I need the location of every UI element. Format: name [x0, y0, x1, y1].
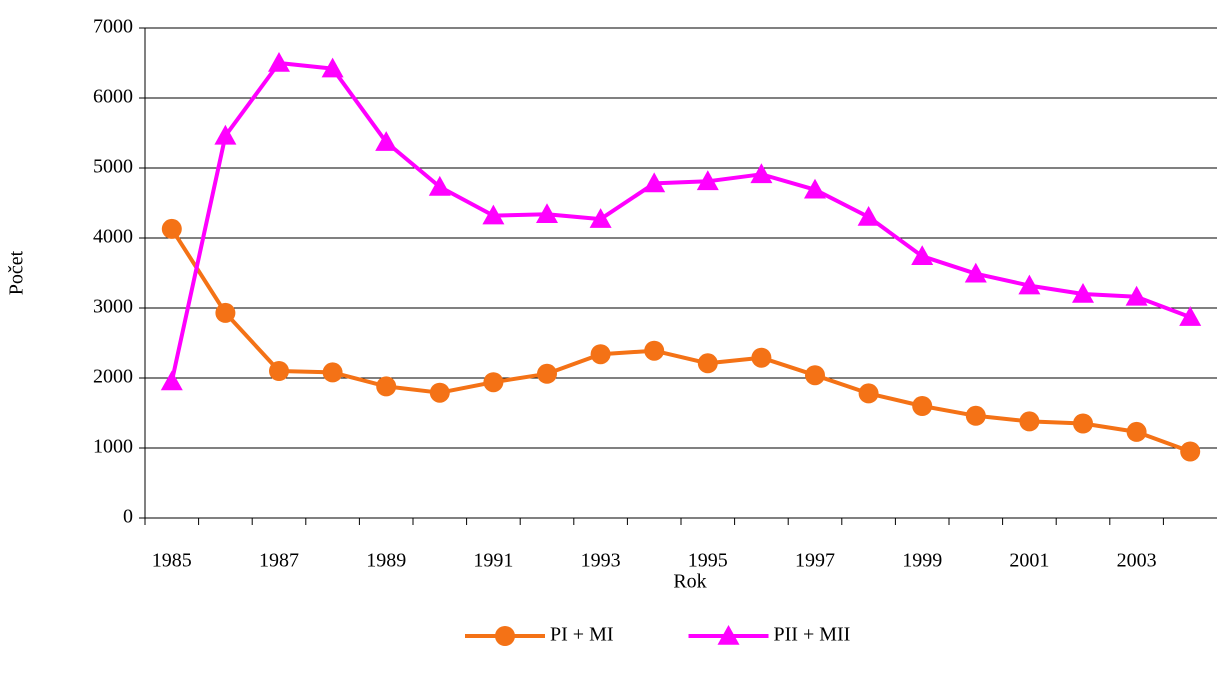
point [751, 347, 772, 368]
point [483, 372, 504, 393]
x-tick-label: 1989 [366, 550, 406, 572]
point [965, 405, 986, 426]
point [269, 361, 289, 381]
point [643, 172, 666, 193]
point [322, 362, 343, 383]
series-line [169, 61, 1191, 382]
y-tick-label: 2000 [93, 366, 133, 388]
point [160, 370, 183, 391]
x-tick-label: 1993 [581, 550, 621, 572]
x-axis-title: Rok [673, 571, 706, 593]
point [750, 163, 773, 184]
point [696, 170, 719, 191]
point [911, 245, 934, 265]
point [857, 206, 880, 226]
point [912, 396, 933, 416]
point [590, 344, 611, 365]
point [214, 124, 237, 145]
point [644, 340, 665, 361]
x-tick-label: 1997 [795, 550, 835, 572]
point [804, 178, 826, 199]
y-tick-label: 6000 [93, 86, 133, 108]
point [1179, 306, 1202, 326]
x-tick-label: 1991 [473, 550, 513, 572]
y-tick-label: 7000 [93, 16, 133, 38]
point [376, 376, 397, 397]
point [537, 363, 557, 384]
point [375, 131, 398, 151]
y-tick-label: 5000 [93, 156, 133, 178]
point [805, 365, 825, 386]
point [858, 383, 879, 404]
point [589, 208, 612, 228]
y-tick-label: 1000 [93, 436, 133, 458]
point [964, 262, 987, 283]
x-tick-label: 2003 [1117, 550, 1157, 572]
point [1180, 441, 1201, 462]
point [1019, 411, 1040, 432]
y-tick-label: 3000 [93, 296, 133, 318]
point [482, 204, 505, 225]
point [536, 203, 558, 223]
x-tick-label: 1987 [259, 550, 299, 572]
point [1072, 283, 1094, 303]
legend-label: PI + MI [550, 624, 614, 646]
point [1125, 285, 1148, 306]
point [429, 382, 450, 403]
y-tick-label: 4000 [93, 226, 133, 248]
point [161, 218, 182, 239]
point [215, 302, 236, 323]
point [495, 626, 515, 646]
y-tick-label: 0 [123, 506, 133, 528]
legend-label: PII + MII [774, 624, 851, 646]
point [717, 625, 740, 645]
x-tick-label: 1999 [902, 550, 942, 572]
point [268, 52, 290, 72]
point [321, 57, 344, 78]
x-tick-label: 1995 [688, 550, 728, 572]
point [1073, 413, 1093, 434]
point [1018, 274, 1041, 295]
x-tick-label: 2001 [1009, 550, 1049, 572]
y-axis-title: Počet [6, 250, 28, 295]
point [428, 175, 451, 196]
x-tick-label: 1985 [152, 550, 192, 572]
point [1126, 421, 1147, 442]
point [697, 353, 718, 374]
